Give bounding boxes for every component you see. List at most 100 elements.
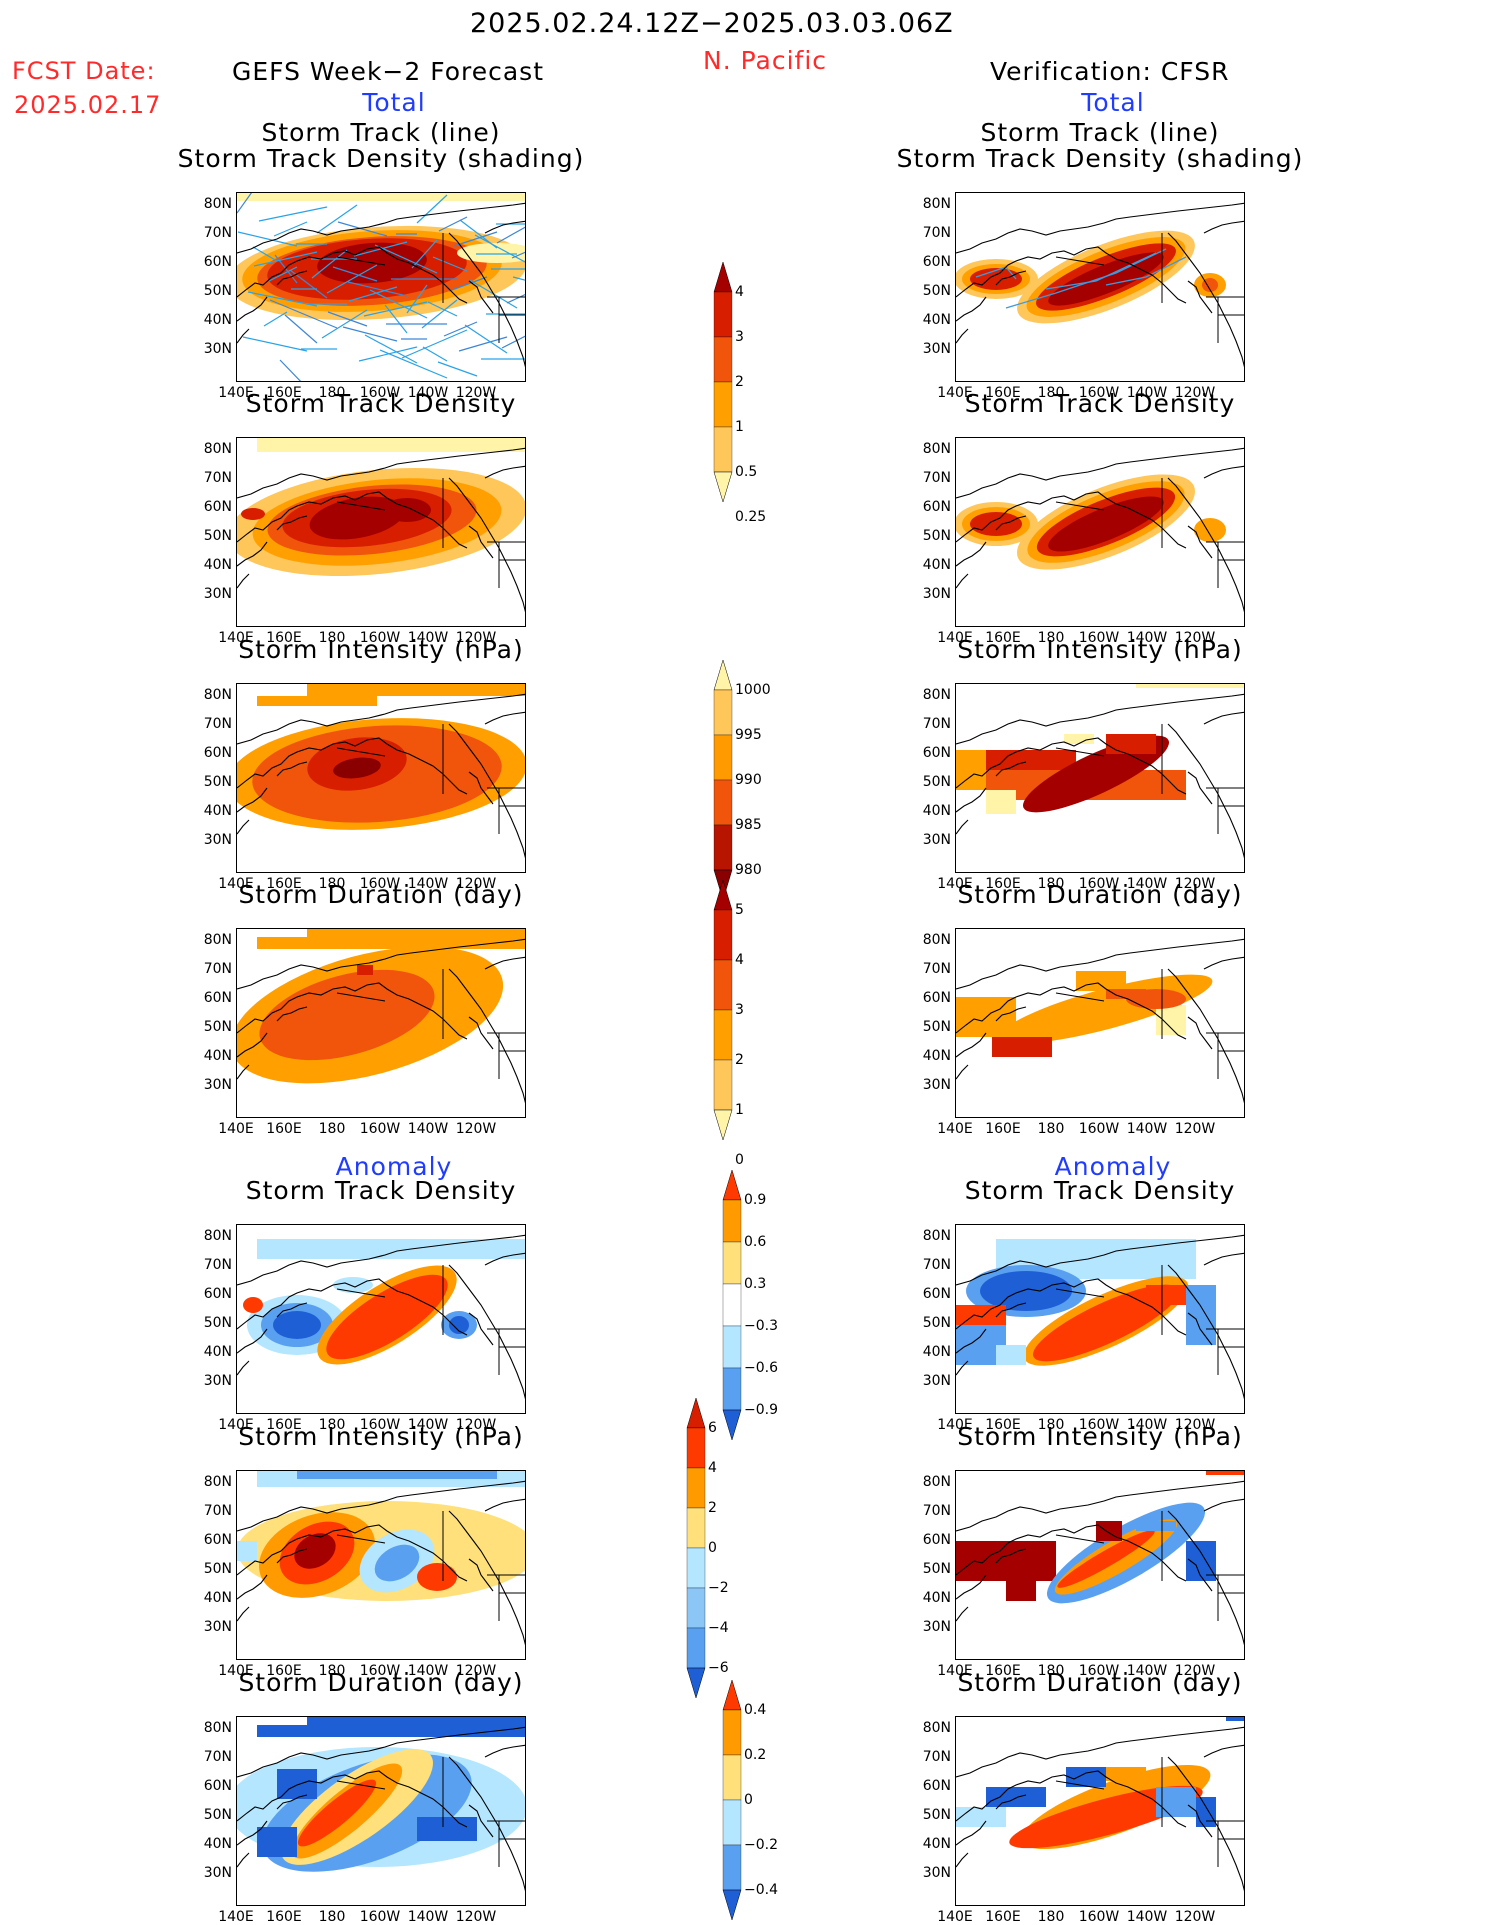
colorbar-label: −6 [708, 1660, 729, 1676]
latitude-tick-label: 80N [203, 687, 232, 703]
storm-track-line [337, 221, 388, 237]
region-title: N. Pacific [703, 46, 828, 75]
coastline [448, 477, 525, 613]
shaded-cell [1136, 684, 1244, 688]
forecast-total-label: Total [362, 88, 426, 117]
coastline [995, 1006, 1027, 1022]
shaded-field [1202, 278, 1218, 292]
longitude-tick-label: 120W [1174, 1121, 1216, 1137]
coastline [995, 761, 1027, 777]
colorbar-swatch [686, 1398, 706, 1429]
shaded-cell [1206, 1471, 1244, 1475]
colorbar-swatch [686, 1587, 706, 1629]
storm-track-line [327, 311, 368, 327]
longitude-tick-label: 180 [1037, 1121, 1065, 1137]
latitude-tick-label: 40N [203, 1836, 232, 1852]
latitude-tick-label: 80N [203, 932, 232, 948]
colorbar-label: −0.2 [744, 1837, 778, 1853]
longitude-tick-label: 160W [359, 1417, 401, 1433]
storm-track-line [364, 334, 418, 364]
longitude-tick-label: 140W [1126, 1909, 1168, 1925]
longitude-tick-label: 120W [455, 876, 497, 892]
longitude-tick-label: 180 [1037, 385, 1065, 401]
latitude-tick-label: 40N [922, 557, 951, 573]
coastline [1187, 1558, 1213, 1592]
date-range-title: 2025.02.24.12Z−2025.03.03.06Z [470, 8, 954, 39]
coastline [956, 1480, 1244, 1532]
coastline [237, 1852, 250, 1868]
storm-track-line [459, 219, 498, 249]
colorbar-swatch [713, 291, 733, 338]
latitude-tick-label: 80N [203, 1474, 232, 1490]
panel-title: Storm Track Density (shading) [177, 144, 585, 173]
colorbar-swatch [713, 1009, 733, 1061]
state-borders [487, 787, 525, 834]
longitude-tick-label: 160W [359, 1909, 401, 1925]
colorbar-swatch [713, 262, 733, 293]
colorbar-swatch [722, 1283, 742, 1327]
coastline [237, 1524, 468, 1582]
storm-track-line [374, 244, 438, 274]
longitude-tick-label: 140E [218, 1909, 254, 1925]
colorbar-swatch [722, 1409, 742, 1440]
coastline [956, 1606, 969, 1622]
shaded-cell [1106, 734, 1156, 754]
shaded-field [1048, 496, 1164, 552]
storm-track-line [401, 329, 468, 359]
map-canvas [956, 447, 1244, 613]
latitude-tick-label: 30N [203, 341, 232, 357]
shaded-cell [1136, 1521, 1176, 1531]
colorbar-swatch [713, 471, 733, 502]
colorbar [713, 660, 733, 900]
coastline [1203, 220, 1244, 234]
colorbar-swatch [713, 1059, 733, 1111]
shaded-cell [307, 684, 525, 696]
coastline [1187, 1312, 1213, 1346]
coastline [1167, 968, 1244, 1104]
latitude-tick-label: 50N [203, 283, 232, 299]
colorbar-swatch [713, 689, 733, 736]
colorbar-label: 0.4 [744, 1702, 767, 1718]
coastline [448, 232, 525, 368]
state-borders [487, 1820, 525, 1867]
coastline [237, 1328, 268, 1354]
shaded-field [1048, 252, 1164, 306]
coastline [276, 1302, 308, 1318]
coastline [237, 1064, 250, 1080]
shaded-cell [1156, 1787, 1196, 1817]
shaded-field [273, 1311, 321, 1339]
latitude-tick-label: 30N [203, 586, 232, 602]
latitude-tick-label: 80N [203, 1720, 232, 1736]
longitude-tick-label: 180 [1037, 1909, 1065, 1925]
colorbar-swatch [713, 824, 733, 871]
longitude-tick-label: 120W [1174, 1417, 1216, 1433]
latitude-tick-label: 30N [922, 1865, 951, 1881]
coastline [956, 541, 987, 567]
colorbar-label: 1 [735, 1102, 744, 1118]
latitude-tick-label: 50N [203, 1807, 232, 1823]
coastline [956, 296, 987, 322]
shaded-cell [417, 1817, 477, 1841]
longitude-tick-label: 120W [1174, 385, 1216, 401]
longitude-tick-label: 180 [1037, 630, 1065, 646]
storm-track-line [269, 299, 338, 329]
coastline [1187, 525, 1213, 559]
coastline [468, 771, 494, 805]
coastline [448, 1264, 525, 1400]
coastline [484, 1252, 525, 1266]
verification-anomaly-label: Anomaly [1054, 1152, 1172, 1181]
coastline [1055, 1288, 1105, 1298]
shaded-cell [1064, 734, 1094, 744]
longitude-tick-label: 140W [407, 630, 449, 646]
latitude-tick-label: 30N [203, 1077, 232, 1093]
longitude-tick-label: 120W [455, 630, 497, 646]
coastline [237, 1360, 250, 1376]
colorbar-swatch [686, 1427, 706, 1469]
latitude-tick-label: 40N [203, 312, 232, 328]
panel-title: Storm Track (line) [261, 118, 501, 147]
storm-track-line [369, 289, 428, 319]
coastline [484, 711, 525, 725]
coastline [995, 1302, 1027, 1318]
panel-title: Storm Track Density (shading) [896, 144, 1304, 173]
coastline [956, 819, 969, 835]
